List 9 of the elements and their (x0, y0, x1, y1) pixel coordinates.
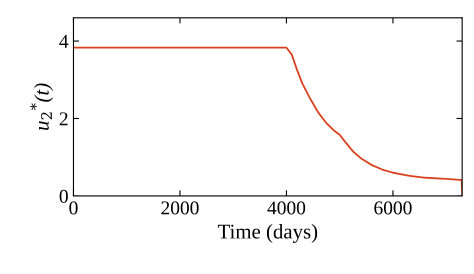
x-tick-label: 0 (69, 201, 78, 214)
y-tick-label: 2 (60, 112, 68, 126)
x-tick-label: 6000 (374, 201, 412, 214)
y-tick-label: 4 (59, 34, 68, 48)
y-axis-title: u$_{2}$$^{*}$(t) (30, 83, 54, 130)
y-tick-label: 0 (60, 190, 68, 203)
x-axis-title: Time (days) (218, 224, 318, 243)
x-tick-label: 4000 (267, 201, 306, 214)
x-tick-label: 2000 (161, 201, 199, 214)
